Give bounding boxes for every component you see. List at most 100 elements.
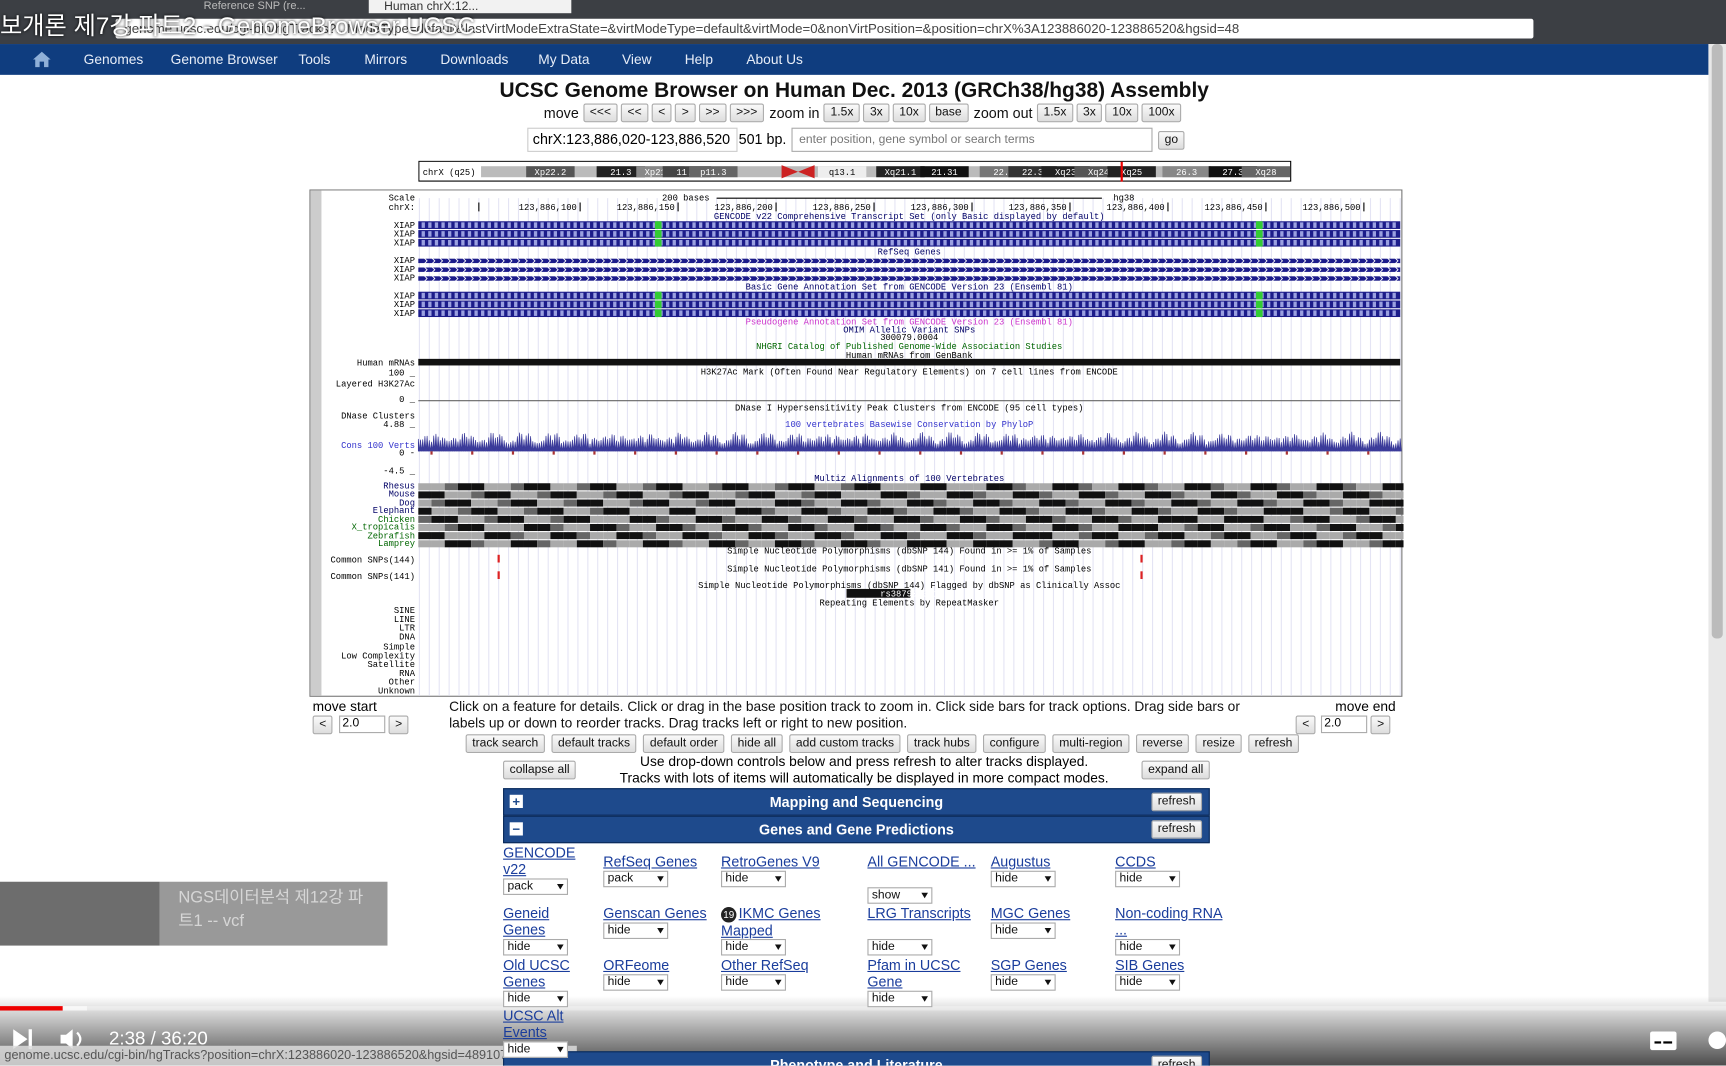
control-button[interactable]: 3x [1076,103,1103,123]
ideogram[interactable]: chrX (q25) Xp22.2 21.3 Xp21.1 11.4 p11.3 q13.1… [418,160,1293,183]
track-link[interactable]: Pfam in UCSC Gene [867,956,961,990]
group-refresh[interactable]: refresh [1151,1055,1203,1066]
progress-bar[interactable] [0,1006,1726,1011]
move-end-input[interactable]: 2.0 [1320,715,1368,734]
mode-select[interactable]: hide [1115,870,1181,888]
track-link[interactable]: RetroGenes V9 [721,853,820,870]
group-refresh[interactable]: refresh [1151,792,1203,812]
search-input[interactable]: enter position, gene symbol or search te… [791,127,1153,152]
group-toggle[interactable]: − [509,822,523,836]
control-button[interactable]: 1.5x [1036,103,1074,123]
action-button[interactable]: hide all [731,734,783,753]
track-link[interactable]: Old UCSC Genes [503,956,570,990]
control-button[interactable]: 3x [863,103,890,123]
nav-item[interactable]: Mirrors [364,51,408,68]
mode-select[interactable]: hide [603,922,669,939]
action-button[interactable]: resize [1195,734,1242,753]
action-button[interactable]: default tracks [551,734,637,753]
control-button[interactable]: >> [698,103,727,123]
nav-item[interactable]: My Data [538,51,590,68]
track-link[interactable]: Other RefSeq [721,956,809,974]
move-end-left[interactable]: < [1295,715,1316,735]
nav-item[interactable]: Genome Browser [170,51,278,68]
mode-select[interactable]: hide [1115,974,1181,991]
nav-item[interactable]: About Us [746,51,803,68]
mode-select[interactable]: hide [503,1041,569,1058]
action-button[interactable]: reverse [1135,734,1190,753]
nav-item[interactable]: Genomes [83,51,144,68]
player-right-icons[interactable] [1649,1028,1726,1052]
action-button[interactable]: default order [643,734,725,753]
control-button[interactable]: >>> [729,103,764,123]
mode-select[interactable]: show [867,887,933,904]
player-icons[interactable] [11,1026,88,1052]
control-button[interactable]: 100x [1141,103,1182,123]
move-start-left[interactable]: < [312,715,333,735]
mode-select[interactable]: hide [990,974,1056,991]
action-button[interactable]: track hubs [907,734,977,753]
track-link[interactable]: Non-coding RNA ... [1115,904,1223,938]
control-button[interactable]: 10x [1105,103,1139,123]
track-link[interactable]: CCDS [1115,853,1156,870]
track-link[interactable]: IKMC Genes Mapped [721,904,821,939]
mode-select[interactable]: hide [503,938,569,956]
track-link[interactable]: SGP Genes [990,956,1067,974]
track-link[interactable]: Geneid Genes [503,904,550,938]
url-bar[interactable]: genome.ucsc.edu/cgi-bin/hgTracks?...Mode… [115,18,1534,39]
track-link[interactable]: LRG Transcripts [867,904,971,922]
mode-select[interactable]: hide [990,870,1056,888]
action-button[interactable]: multi-region [1052,734,1130,753]
control-button[interactable]: > [675,103,696,123]
move-start-right[interactable]: > [388,715,409,735]
mode-select[interactable]: hide [867,990,933,1008]
card-thumb[interactable] [0,881,160,946]
track-image[interactable]: ScalechrX:XIAPXIAPXIAPXIAPXIAPXIAPXIAPXI… [309,189,1404,698]
move-end-right[interactable]: > [1370,715,1391,735]
mode-select[interactable]: hide [1115,938,1181,956]
track-link[interactable]: All GENCODE ... [867,853,976,870]
home-icon[interactable] [31,48,53,70]
control-button[interactable]: base [928,103,969,123]
track-link[interactable]: Augustus [990,853,1051,870]
collapse-all[interactable]: collapse all [503,760,577,780]
mode-select[interactable]: pack [503,878,569,895]
nav-item[interactable]: Tools [298,51,331,68]
mode-select[interactable]: pack [603,870,669,888]
action-button[interactable]: add custom tracks [789,734,901,753]
track-link[interactable]: Genscan Genes [603,904,707,922]
tab[interactable]: Human chrX:12... [368,0,572,14]
mode-select[interactable]: hide [721,974,786,991]
group-toggle[interactable]: + [509,795,523,808]
mode-select[interactable]: hide [867,938,933,956]
mode-select[interactable]: hide [503,990,569,1008]
control-button[interactable]: < [651,103,672,123]
scroll-thumb[interactable] [1711,44,1723,639]
mode-select[interactable]: hide [990,922,1056,939]
scrollbar[interactable] [1708,44,1726,1002]
action-button[interactable]: refresh [1248,734,1299,753]
move-start-input[interactable]: 2.0 [339,715,386,734]
track-link[interactable]: GENCODE v22 [503,844,576,878]
control-button[interactable]: 1.5x [823,103,861,123]
group-header[interactable]: Phenotype and Literature refresh [503,1051,1210,1066]
tab[interactable]: Reference SNP (re... [203,0,306,12]
group-header[interactable]: + Mapping and Sequencing refresh [503,788,1210,816]
control-button[interactable]: <<< [583,103,618,123]
track-link[interactable]: RefSeq Genes [603,853,698,870]
mode-select[interactable]: hide [721,870,786,888]
nav-item[interactable]: View [621,51,652,68]
go-button[interactable]: go [1158,130,1185,150]
control-button[interactable]: 10x [892,103,926,123]
mode-select[interactable]: hide [603,974,669,991]
control-button[interactable]: << [620,103,649,123]
track-link[interactable]: MGC Genes [990,904,1071,922]
group-refresh[interactable]: refresh [1151,820,1203,839]
group-header[interactable]: − Genes and Gene Predictions refresh [503,815,1210,844]
track-link[interactable]: SIB Genes [1115,956,1185,974]
action-button[interactable]: track search [465,734,545,753]
nav-item[interactable]: Downloads [440,51,509,68]
action-button[interactable]: configure [982,734,1047,753]
expand-all[interactable]: expand all [1141,760,1210,780]
nav-item[interactable]: Help [684,51,714,68]
track-link[interactable]: UCSC Alt Events [503,1007,564,1041]
